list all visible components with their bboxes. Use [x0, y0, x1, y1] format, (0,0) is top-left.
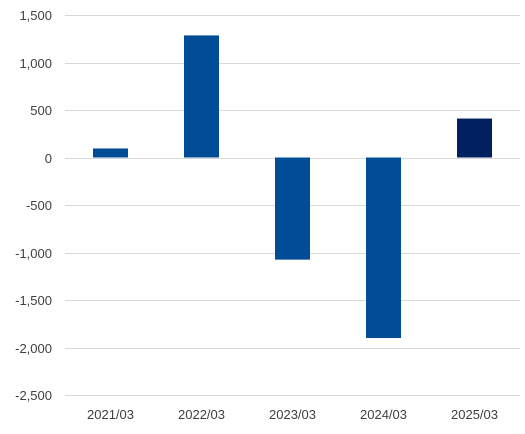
x-tick-label: 2025/03	[451, 407, 498, 422]
y-tick-label: 500	[30, 103, 52, 118]
x-tick-label: 2023/03	[269, 407, 316, 422]
y-tick-label: 0	[45, 151, 52, 166]
y-tick-label: 1,000	[19, 56, 52, 71]
y-tick-label: -500	[26, 198, 52, 213]
y-tick-label: -1,000	[15, 246, 52, 261]
bar-2021-03	[93, 148, 128, 158]
y-axis-tick-labels: 1,500 1,000 500 0 -500 -1,000 -1,500 -2,000 -2,5…	[15, 8, 52, 403]
bar-2024-03	[366, 157, 401, 338]
x-tick-label: 2022/03	[178, 407, 225, 422]
bars	[93, 35, 492, 338]
y-tick-label: -2,000	[15, 341, 52, 356]
y-tick-label: 1,500	[19, 8, 52, 23]
y-tick-label: -1,500	[15, 293, 52, 308]
x-tick-label: 2024/03	[360, 407, 407, 422]
y-tick-label: -2,500	[15, 388, 52, 403]
x-axis-tick-labels: 2021/03 2022/03 2023/03 2024/03 2025/03	[87, 407, 498, 422]
bar-2025-03	[457, 118, 492, 158]
x-tick-label: 2021/03	[87, 407, 134, 422]
bar-2022-03	[184, 35, 219, 158]
bar-2023-03	[275, 157, 310, 260]
